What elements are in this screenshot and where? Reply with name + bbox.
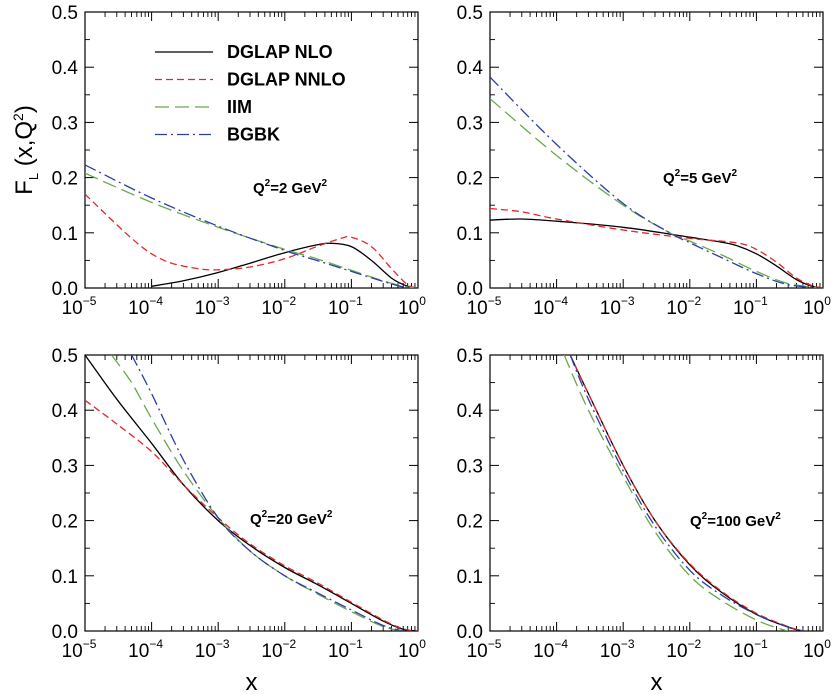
x-tick-label: 100 (398, 637, 426, 662)
x-tick-label: 10−2 (666, 637, 701, 662)
panel-2: 10−5 10−4 10−3 10−2 10−1 100 0.0 0.1 0.2 0.3 0.4 0.… (457, 3, 832, 319)
y-tick-label: 0.0 (457, 279, 483, 300)
x-tick-label: 10−4 (128, 637, 163, 662)
y-tick-label: 0.1 (52, 224, 78, 245)
y-tick-label: 0.4 (52, 58, 79, 79)
x-tick-label: 10−2 (666, 294, 701, 319)
y-axis-title: FL (x,Q2) (10, 105, 41, 195)
q2-annotation: Q2=20 GeV2 (250, 509, 333, 528)
legend-label: BGBK (227, 125, 280, 145)
y-tick-label: 0.5 (52, 346, 78, 367)
y-tick-label: 0.0 (457, 622, 483, 643)
x-tick-label: 10−4 (533, 637, 568, 662)
series-line-iim (110, 355, 404, 631)
panel-3: 10−5 10−4 10−3 10−2 10−1 100 0.0 0.1 0.2 0.3 0.4 0.… (52, 346, 427, 694)
series-line-dglap-nlo (490, 218, 823, 288)
y-tick-label: 0.3 (457, 456, 483, 477)
panel-1: 10−5 10−4 10−3 10−2 10−1 100 0.0 0.1 0.2 0.3 0.4 0.… (52, 3, 427, 319)
x-axis-title: x (246, 669, 258, 694)
y-tick-label: 0.4 (457, 58, 484, 79)
y-tick-label: 0.1 (457, 567, 483, 588)
x-tick-label: 10−1 (328, 637, 363, 662)
panel-4: 10−5 10−4 10−3 10−2 10−1 100 0.0 0.1 0.2 0.3 0.4 0.… (457, 346, 832, 694)
x-tick-label: 10−3 (600, 294, 635, 319)
y-tick-label: 0.2 (52, 169, 78, 190)
x-tick-label: 10−3 (600, 637, 635, 662)
y-tick-label: 0.5 (457, 346, 483, 367)
series-line-bgbk (569, 355, 804, 631)
q2-annotation: Q2=2 GeV2 (253, 178, 328, 197)
y-tick-label: 0.2 (457, 512, 483, 533)
legend-label: IIM (227, 97, 252, 117)
y-tick-label: 0.0 (52, 279, 78, 300)
y-tick-label: 0.1 (457, 224, 483, 245)
x-tick-label: 10−1 (733, 637, 768, 662)
y-tick-label: 0.2 (457, 169, 483, 190)
x-tick-label: 100 (398, 294, 426, 319)
series-line-dglap-nnlo (569, 355, 804, 631)
x-axis-title: x (651, 669, 663, 694)
series-line-dglap-nlo (569, 355, 804, 631)
x-tick-label: 10−5 (467, 637, 502, 662)
x-tick-label: 10−4 (533, 294, 568, 319)
plot-frame (489, 354, 824, 632)
x-tick-label: 10−5 (62, 294, 97, 319)
y-tick-label: 0.4 (457, 401, 484, 422)
plot-frame (84, 354, 419, 632)
y-tick-label: 0.5 (457, 3, 483, 24)
series-line-dglap-nlo (85, 355, 418, 631)
q2-annotation: Q2=100 GeV2 (690, 511, 781, 530)
x-tick-label: 100 (803, 637, 831, 662)
series-line-dglap-nnlo (85, 193, 418, 288)
series-line-dglap-nnlo (85, 399, 418, 631)
plot-frame (489, 11, 824, 289)
series-line-iim (563, 355, 789, 631)
legend: DGLAP NLO DGLAP NNLO IIM BGBK (155, 42, 346, 145)
x-tick-label: 10−1 (328, 294, 363, 319)
x-tick-label: 10−2 (261, 637, 296, 662)
y-tick-label: 0.0 (52, 622, 78, 643)
series-line-iim (490, 98, 823, 288)
x-tick-label: 10−3 (195, 637, 230, 662)
series-line-bgbk (490, 76, 823, 288)
x-tick-label: 10−1 (733, 294, 768, 319)
y-tick-label: 0.3 (52, 456, 78, 477)
y-tick-label: 0.5 (52, 3, 78, 24)
series-line-iim (85, 172, 418, 288)
x-tick-label: 100 (803, 294, 831, 319)
y-tick-label: 0.3 (457, 113, 483, 134)
x-tick-label: 10−3 (195, 294, 230, 319)
x-tick-label: 10−2 (261, 294, 296, 319)
series-line-bgbk (131, 355, 404, 631)
series-line-bgbk (85, 164, 418, 288)
y-tick-label: 0.4 (52, 401, 79, 422)
q2-annotation: Q2=5 GeV2 (663, 168, 738, 187)
x-tick-label: 10−5 (62, 637, 97, 662)
x-tick-label: 10−4 (128, 294, 163, 319)
legend-label: DGLAP NNLO (227, 70, 346, 90)
y-tick-label: 0.1 (52, 567, 78, 588)
y-tick-label: 0.3 (52, 113, 78, 134)
x-tick-label: 10−5 (467, 294, 502, 319)
series-line-dglap-nnlo (490, 207, 823, 288)
legend-label: DGLAP NLO (227, 42, 333, 62)
y-tick-label: 0.2 (52, 512, 78, 533)
